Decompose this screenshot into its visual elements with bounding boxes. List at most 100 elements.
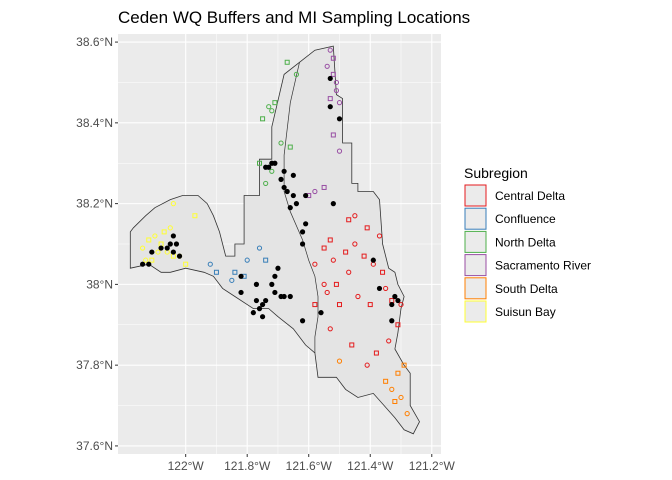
central-delta-buffer: [349, 342, 355, 348]
sampling-point: [269, 281, 275, 287]
suisun-bay-buffer: [152, 233, 158, 239]
suisun-bay-buffer: [170, 201, 176, 207]
sampling-point: [238, 289, 244, 296]
sampling-point: [370, 257, 376, 263]
sampling-point: [299, 241, 306, 247]
suisun-bay-buffer: [183, 261, 189, 267]
sampling-point: [170, 233, 176, 239]
x-tick-label: 121.2°W: [409, 459, 456, 473]
sampling-point: [376, 285, 383, 292]
central-delta-buffer: [324, 289, 330, 296]
central-delta-buffer: [361, 253, 367, 259]
sacramento-river-buffer: [330, 132, 336, 138]
y-tick-label: 37.8°N: [76, 358, 113, 372]
y-tick-label: 38.4°N: [76, 116, 113, 130]
central-delta-buffer: [333, 281, 339, 287]
confluence-buffer: [244, 257, 250, 263]
confluence-buffer: [263, 257, 269, 263]
x-tick-label: 121.6°W: [286, 459, 333, 473]
sampling-point: [299, 229, 306, 235]
south-delta-buffer: [383, 378, 389, 384]
north-delta-buffer: [263, 180, 269, 187]
y-tick-label: 38.2°N: [76, 197, 113, 211]
confluence-buffer: [207, 261, 213, 267]
sampling-point: [256, 306, 263, 312]
sampling-point: [327, 104, 333, 110]
legend-label-suisun-bay: Suisun Bay: [495, 305, 556, 319]
sacramento-river-buffer: [333, 79, 340, 86]
sampling-point: [275, 265, 281, 271]
sampling-point: [330, 201, 336, 207]
south-delta-buffer: [389, 386, 395, 392]
sampling-point: [259, 314, 266, 320]
sampling-point: [149, 249, 155, 255]
central-delta-buffer: [346, 269, 352, 275]
south-delta-buffer: [404, 411, 410, 417]
sacramento-river-buffer: [327, 96, 333, 102]
sampling-point: [299, 318, 306, 324]
north-delta-buffer: [272, 100, 278, 106]
sacramento-river-buffer: [312, 188, 318, 195]
north-delta-buffer: [266, 104, 272, 110]
north-delta-buffer: [257, 160, 263, 166]
central-delta-buffer: [312, 302, 318, 308]
sampling-point: [290, 192, 296, 199]
north-delta-buffer: [293, 71, 300, 77]
south-delta-buffer: [395, 370, 401, 376]
sampling-point: [392, 293, 398, 300]
x-tick-label: 121.4°W: [347, 459, 394, 473]
sampling-point: [263, 164, 269, 170]
legend-items: Central Delta Confluence North Delta Sacram…: [464, 184, 591, 323]
sampling-point: [303, 221, 309, 227]
sampling-point: [318, 310, 324, 316]
south-delta-buffer: [392, 399, 398, 404]
sampling-point: [250, 310, 256, 316]
x-tick-label: 122°W: [168, 459, 205, 473]
sampling-point: [290, 172, 296, 178]
north-delta-buffer: [284, 59, 290, 65]
sampling-point: [158, 245, 164, 251]
sampling-point: [263, 297, 269, 304]
sampling-point: [389, 318, 395, 324]
north-delta-buffer: [269, 108, 275, 114]
central-delta-buffer: [383, 285, 389, 292]
x-axis: 122°W 121.8°W 121.6°W 121.4°W 121.2°W: [168, 454, 456, 473]
sampling-point: [253, 297, 260, 304]
suisun-bay-buffer: [161, 229, 167, 235]
suisun-bay-buffer: [167, 225, 173, 231]
central-delta-buffer: [373, 350, 379, 356]
confluence-buffer: [229, 277, 235, 283]
central-delta-buffer: [321, 245, 327, 251]
north-delta-buffer: [260, 116, 266, 122]
central-delta-buffer: [352, 241, 358, 247]
legend-key-suisun-bay: [464, 300, 487, 323]
sampling-point: [164, 245, 170, 251]
sampling-point: [336, 116, 343, 122]
central-delta-buffer: [355, 293, 361, 300]
central-delta-buffer: [327, 237, 333, 243]
y-tick-label: 37.6°N: [76, 439, 113, 453]
suisun-bay-buffer: [143, 257, 149, 263]
legend-key-central-delta: [464, 184, 487, 207]
legend-key-south-delta: [464, 277, 487, 300]
sampling-point: [303, 192, 309, 199]
sampling-point: [272, 289, 278, 296]
sampling-point: [253, 281, 260, 287]
legend-label-south-delta: South Delta: [495, 282, 558, 296]
sampling-point: [170, 249, 176, 255]
central-delta-buffer: [386, 338, 392, 344]
y-tick-label: 38.6°N: [76, 35, 113, 49]
sacramento-river-buffer: [327, 47, 333, 53]
sacramento-river-buffer: [330, 55, 336, 61]
sampling-point: [293, 201, 300, 207]
central-delta-buffer: [367, 302, 373, 308]
central-delta-buffer: [346, 217, 352, 223]
subregion-boundary: [283, 62, 319, 353]
chart-title: Ceden WQ Buffers and MI Sampling Locatio…: [118, 8, 470, 27]
central-delta-buffer: [321, 281, 327, 287]
sacramento-river-buffer: [336, 148, 343, 154]
sampling-point: [167, 241, 173, 247]
sampling-point: [278, 176, 284, 182]
sampling-point: [176, 253, 183, 259]
south-delta-buffer: [401, 362, 407, 368]
